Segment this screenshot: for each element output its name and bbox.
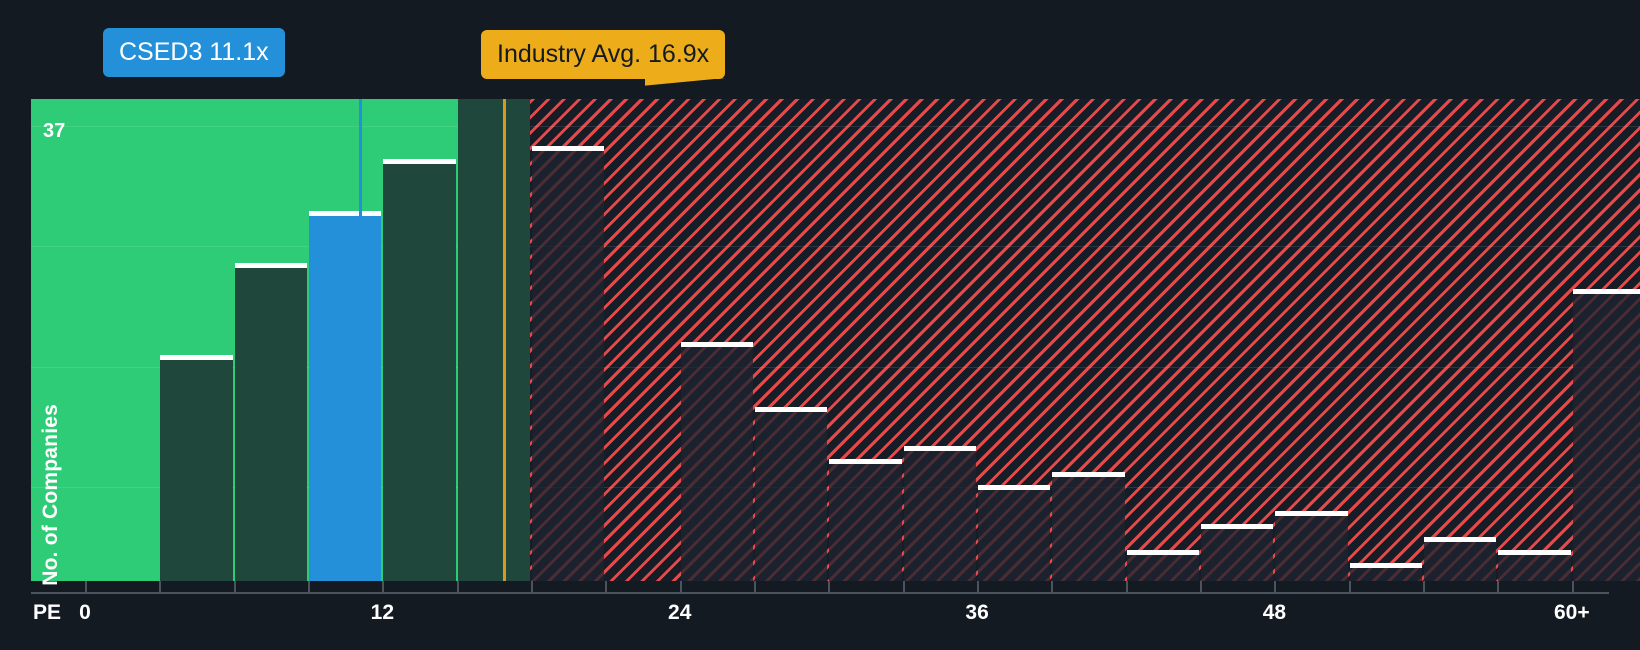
x-axis-tick (233, 581, 236, 592)
x-axis-tick (977, 581, 980, 592)
y-max-label: 37 (43, 120, 66, 142)
x-axis-tick-label: 36 (965, 601, 989, 624)
industry-callout-tail (645, 78, 725, 86)
x-axis-tick-label: 60+ (1553, 601, 1590, 624)
bar-top-cap (1126, 549, 1200, 555)
x-axis: PE 0 12 24 36 48 60+ (0, 581, 1640, 650)
bar-top-cap (1201, 523, 1274, 529)
x-axis-tick (679, 581, 682, 592)
bar-top-cap (829, 458, 902, 464)
histogram-bar[interactable] (383, 159, 456, 581)
histogram-bar[interactable] (755, 406, 828, 581)
gridline (31, 246, 1640, 247)
x-axis-tick (85, 581, 87, 592)
plot-area (31, 99, 1640, 581)
x-axis-tick (1200, 581, 1203, 592)
x-axis-prefix-label: PE (33, 601, 62, 624)
histogram-bar[interactable] (1052, 471, 1125, 581)
histogram-bar[interactable] (309, 211, 382, 581)
x-axis-tick-label: 48 (1262, 601, 1287, 624)
bar-top-cap (1349, 562, 1423, 568)
industry-callout-label: Industry Avg. 16.9x (497, 40, 710, 68)
company-callout-tail (205, 76, 285, 99)
histogram-bar[interactable] (1126, 549, 1200, 581)
y-axis-title: No. of Companies (39, 404, 62, 586)
bar-top-cap (755, 406, 828, 412)
histogram-bar[interactable] (1201, 523, 1274, 581)
bar-top-cap (903, 445, 977, 451)
bar-top-cap (1275, 510, 1348, 516)
industry-marker-line (502, 99, 506, 581)
x-axis-tick (1125, 581, 1128, 592)
company-callout[interactable]: CSED3 11.1x (103, 28, 285, 77)
x-axis-tick (902, 581, 905, 592)
bar-top-cap (1424, 536, 1497, 542)
x-axis-line (31, 592, 1609, 594)
x-axis-tick (754, 581, 757, 592)
industry-callout[interactable]: Industry Avg. 16.9x (481, 30, 726, 79)
histogram-bar[interactable] (1424, 536, 1497, 581)
bar-top-cap (234, 263, 307, 269)
histogram-bar[interactable] (903, 445, 977, 581)
bar-top-cap (1052, 471, 1125, 477)
histogram-bar[interactable] (1498, 549, 1571, 581)
x-axis-tick (1051, 581, 1054, 592)
x-axis-tick (1423, 581, 1426, 592)
x-axis-tick-label: 12 (370, 601, 395, 624)
x-axis-tick (1348, 581, 1351, 592)
x-axis-tick (531, 581, 534, 592)
bar-top-cap (1498, 549, 1571, 555)
gridline (31, 125, 1640, 127)
histogram-bar[interactable] (532, 146, 605, 581)
x-axis-tick (159, 581, 162, 592)
x-axis-tick-label: 0 (79, 601, 91, 624)
bar-top-cap (532, 146, 605, 152)
company-marker-line (359, 99, 363, 581)
x-axis-tick (382, 581, 385, 592)
histogram-bar[interactable] (234, 263, 307, 581)
gridline (31, 366, 1640, 368)
x-axis-tick (605, 581, 608, 592)
histogram-bar[interactable] (1349, 562, 1423, 581)
histogram-bar[interactable] (1572, 289, 1640, 581)
x-axis-tick (1571, 581, 1574, 592)
overvalued-zone (513, 99, 1640, 581)
bar-top-cap (160, 354, 233, 360)
bar-top-cap (309, 211, 382, 217)
x-axis-tick (308, 581, 311, 592)
x-axis-tick (1274, 581, 1277, 592)
histogram-bar[interactable] (457, 99, 531, 581)
x-axis-tick-label: 24 (668, 601, 692, 624)
bar-top-cap (978, 484, 1051, 490)
bar-top-cap (1572, 289, 1640, 295)
histogram-bar[interactable] (978, 484, 1051, 581)
x-axis-tick (828, 581, 831, 592)
x-axis-tick (456, 581, 459, 592)
histogram-bar[interactable] (829, 458, 902, 581)
company-callout-label: CSED3 11.1x (119, 38, 269, 66)
histogram-bar[interactable] (680, 341, 754, 581)
histogram-bar[interactable] (160, 354, 233, 581)
bar-top-cap (383, 159, 456, 165)
bar-top-cap (680, 341, 754, 347)
x-axis-tick (1497, 581, 1500, 592)
histogram-bar[interactable] (1275, 510, 1348, 581)
